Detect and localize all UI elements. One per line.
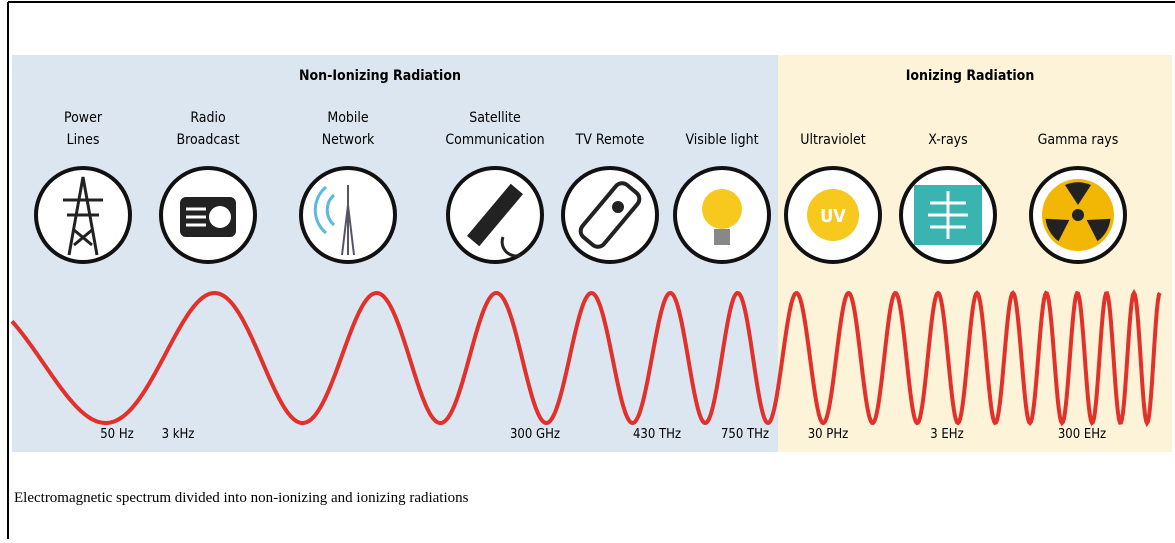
hazard-blade <box>1086 218 1111 242</box>
source-label: X-rays <box>928 132 967 148</box>
icon <box>467 183 523 258</box>
signal <box>313 185 336 235</box>
source-label: Ultraviolet <box>800 132 865 148</box>
grille <box>186 207 206 227</box>
hazard-core <box>1072 209 1084 221</box>
source-label: Visible light <box>685 132 758 148</box>
bulb-base <box>714 229 730 245</box>
source-label: TV Remote <box>575 132 645 148</box>
button <box>612 201 624 213</box>
source-label: Lines <box>67 132 100 148</box>
sun <box>807 189 859 241</box>
section-title: Ionizing Radiation <box>906 68 1035 84</box>
dish <box>500 236 522 258</box>
frequency-label: 750 THz <box>721 427 769 442</box>
frequency-label: 300 EHz <box>1058 427 1106 442</box>
tower <box>63 176 103 256</box>
source-label: Communication <box>445 132 544 148</box>
frequency-label: 50 Hz <box>100 427 134 442</box>
icon-text: UV <box>820 206 846 227</box>
icon <box>702 189 742 245</box>
frequency-label: 300 GHz <box>510 427 560 442</box>
antenna <box>341 185 355 256</box>
bulb <box>702 189 742 229</box>
icon: UV <box>807 189 859 241</box>
source-label: Radio <box>190 110 226 126</box>
icon <box>63 176 103 256</box>
frequency-label: 3 EHz <box>930 427 963 442</box>
satellite <box>467 183 523 247</box>
wave <box>10 288 1162 428</box>
icon <box>313 185 355 256</box>
caption: Electromagnetic spectrum divided into no… <box>14 490 469 506</box>
speaker <box>209 206 231 228</box>
icon <box>578 181 642 249</box>
source-label: Power <box>64 110 103 126</box>
frequency-label: 3 kHz <box>162 427 195 442</box>
icon <box>180 197 236 237</box>
section-title: Non-Ionizing Radiation <box>299 68 461 84</box>
hazard-blade <box>1045 218 1070 242</box>
ribs <box>928 191 968 239</box>
icon <box>914 185 982 245</box>
icon <box>1042 179 1114 251</box>
non-ionizing-panel <box>12 55 778 452</box>
frequency-label: 30 PHz <box>808 427 849 442</box>
source-label: Satellite <box>469 110 521 126</box>
frequency-label: 430 THz <box>633 427 681 442</box>
source-label: Broadcast <box>176 132 239 148</box>
source-label: Network <box>322 132 375 148</box>
remote <box>578 181 642 249</box>
hazard-blade <box>1065 182 1091 205</box>
source-label: Mobile <box>327 110 369 126</box>
source-label: Gamma rays <box>1038 132 1119 148</box>
